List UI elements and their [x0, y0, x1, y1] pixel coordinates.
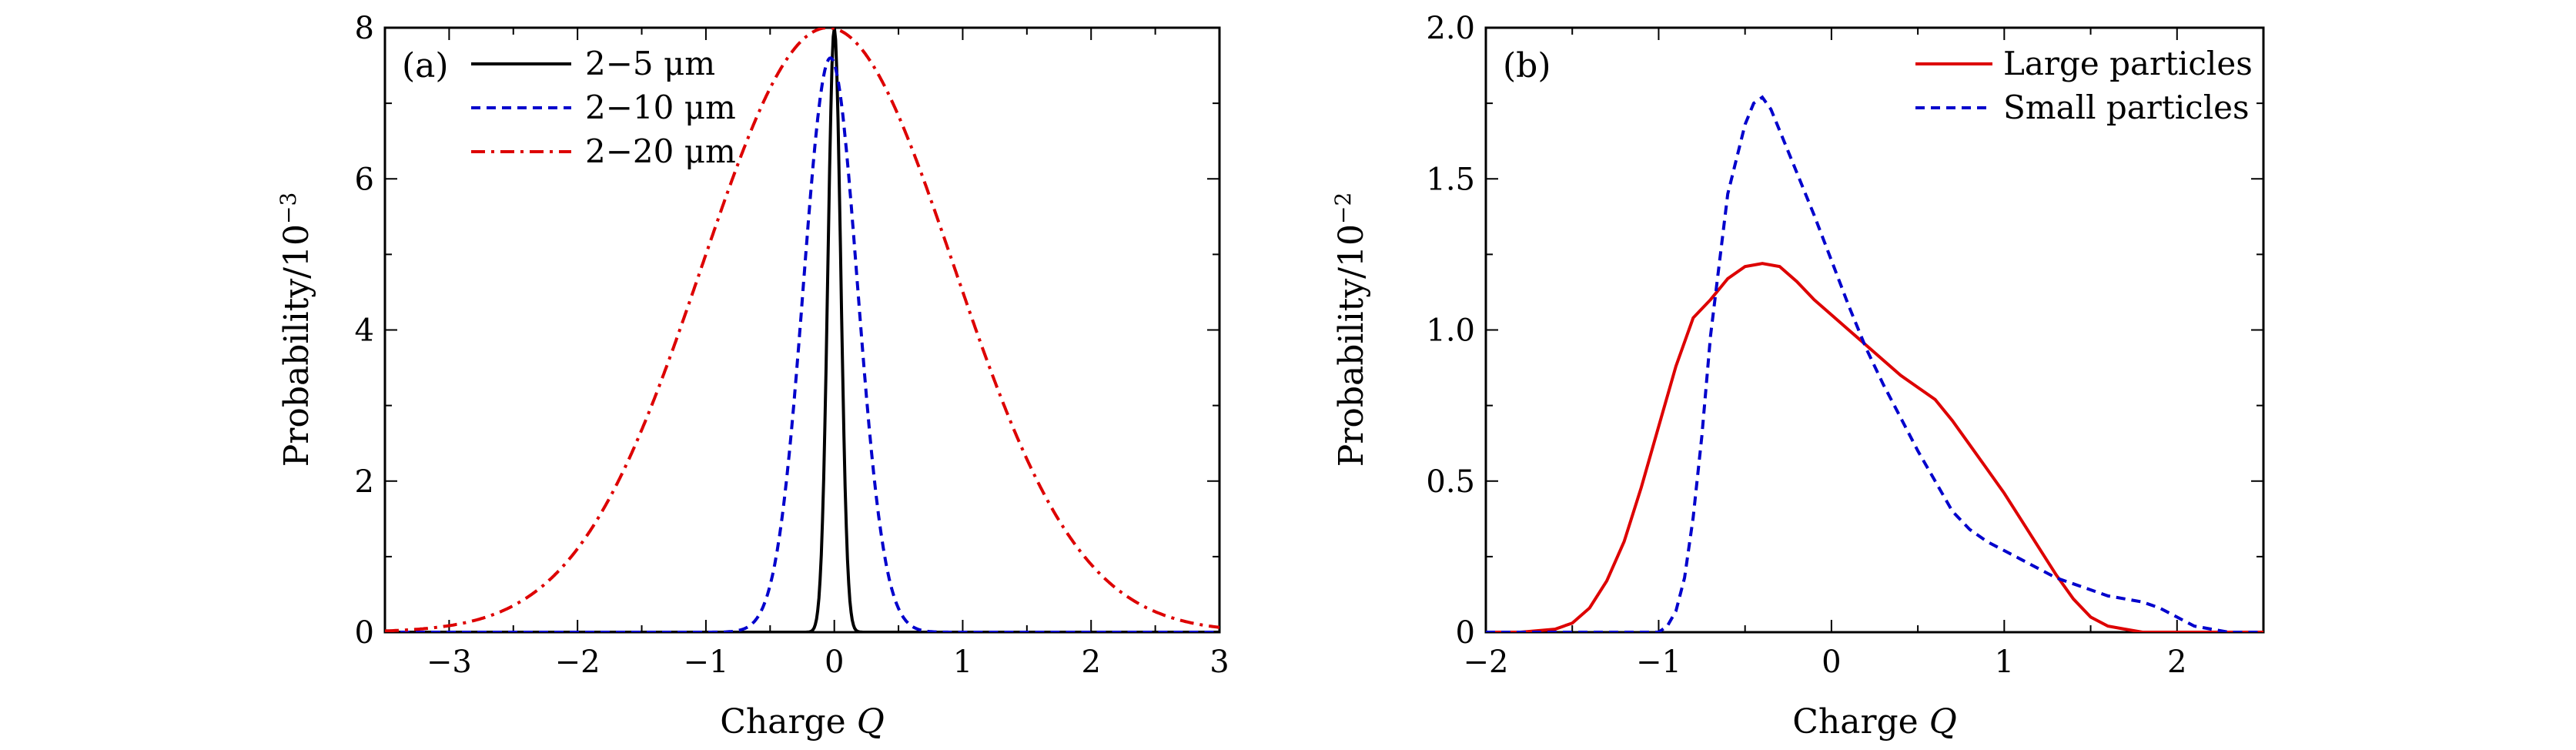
x-tick-label: −1: [683, 645, 728, 680]
panel-a-frame: [383, 26, 1221, 634]
panel-b-series: [1486, 95, 2263, 632]
y-tick-label: 1.0: [1426, 313, 1475, 349]
x-tick-label: 0: [825, 645, 844, 680]
y-tick-label: 4: [355, 313, 374, 349]
panel-b-x-axis-title: Charge Q: [1792, 702, 1957, 742]
y-tick-label: 2.0: [1426, 11, 1475, 46]
y-tick-label: 0: [355, 615, 374, 651]
x-tick-label: 0: [1822, 645, 1841, 680]
series-line-small-particles: [1486, 95, 2263, 632]
panel-b-y-axis-title: Probability/10−2: [1330, 193, 1371, 467]
y-tick-label: 1.5: [1426, 162, 1475, 197]
panel-a-label: (a): [402, 46, 449, 85]
x-tick-label: −1: [1636, 645, 1681, 680]
legend-label-2-10um: 2−10 μm: [585, 89, 736, 126]
panel-a-series: [385, 28, 1219, 632]
series-line-2-5-m: [385, 28, 1219, 632]
legend-label-2-5um: 2−5 μm: [585, 45, 715, 82]
panel-a-x-axis-title: Charge Q: [720, 702, 885, 742]
panel-b-legend: Large particles Small particles: [1915, 45, 2253, 126]
x-tick-label: −2: [555, 645, 601, 680]
x-tick-label: −3: [427, 645, 472, 680]
panel-b-tick-labels: −2 −1 0 1 2 0 0.5 1.0 1.5 2.0: [1426, 11, 2186, 680]
panel-a-ticks: [384, 27, 1220, 633]
x-tick-label: 1: [1995, 645, 2014, 680]
y-tick-label: 8: [355, 11, 374, 46]
x-tick-label: 2: [1082, 645, 1101, 680]
series-line-large-particles: [1486, 262, 2263, 632]
legend-label-2-20um: 2−20 μm: [585, 132, 736, 170]
x-tick-label: 1: [953, 645, 972, 680]
x-tick-label: 2: [2167, 645, 2186, 680]
y-tick-label: 0: [1456, 615, 1475, 651]
panel-a-legend: 2−5 μm 2−10 μm 2−20 μm: [471, 45, 736, 170]
x-tick-label: −2: [1464, 645, 1509, 680]
legend-label-large-particles: Large particles: [2003, 45, 2253, 82]
series-line-2-20-m: [385, 28, 1219, 632]
panel-a-chart: −3 −2 −1 0 1 2 3 0 2 4 6 8 (a) 2−5 μm 2−10 μm 2−20 …: [276, 11, 1229, 742]
series-line-2-10-m: [385, 56, 1219, 632]
panel-b-chart: −2 −1 0 1 2 0 0.5 1.0 1.5 2.0 (b) Large particles…: [1330, 11, 2265, 742]
panel-a-y-axis-title: Probability/10−3: [276, 193, 316, 467]
x-tick-label: 3: [1209, 645, 1229, 680]
panel-a-tick-labels: −3 −2 −1 0 1 2 3 0 2 4 6 8: [355, 11, 1229, 680]
legend-label-small-particles: Small particles: [2003, 89, 2250, 126]
y-tick-label: 0.5: [1426, 464, 1475, 500]
y-tick-label: 2: [355, 464, 374, 500]
y-tick-label: 6: [355, 162, 374, 197]
panel-b-label: (b): [1503, 46, 1551, 85]
